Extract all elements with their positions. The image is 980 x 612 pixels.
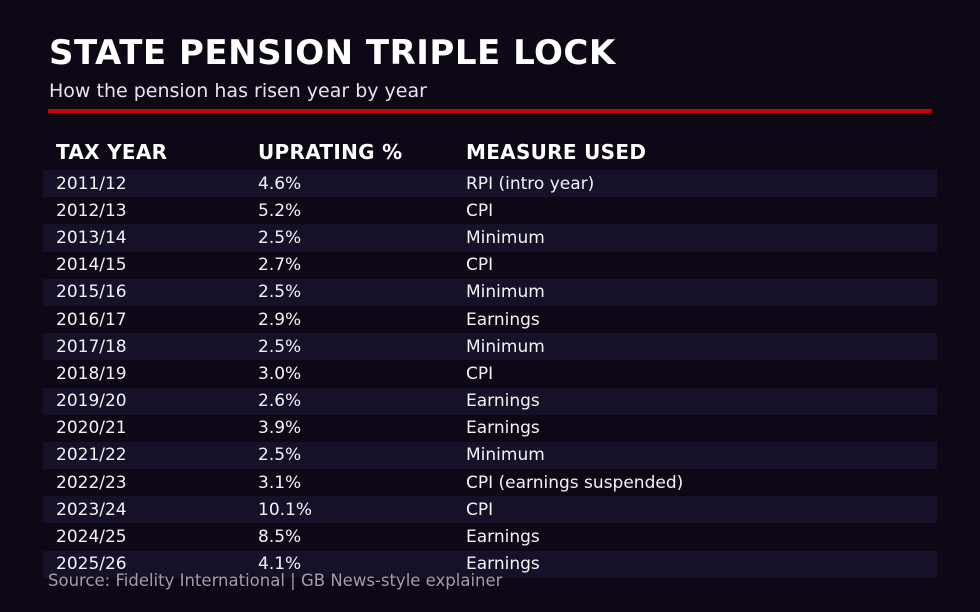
cell-tax-year: 2022/23 <box>56 472 127 493</box>
table-row: 2021/22 2.5% Minimum <box>43 441 937 470</box>
cell-tax-year: 2023/24 <box>56 499 127 520</box>
cell-measure: Minimum <box>466 445 545 466</box>
table-row: 2012/13 5.2% CPI <box>43 197 937 224</box>
cell-tax-year: 2011/12 <box>56 173 127 194</box>
cell-uprating: 2.5% <box>258 227 302 248</box>
table-body: 2011/12 4.6% RPI (intro year) 2012/13 5.2% CP… <box>43 170 937 578</box>
cell-tax-year: 2012/13 <box>56 200 127 221</box>
table-row: 2025/26 4.1% Earnings <box>43 550 937 578</box>
cell-uprating: 2.5% <box>258 445 302 466</box>
column-header-uprating: UPRATING % <box>258 140 403 164</box>
table-row: 2024/25 8.5% Earnings <box>43 523 937 550</box>
cell-measure: Minimum <box>466 336 545 357</box>
cell-uprating: 2.5% <box>258 282 302 303</box>
cell-tax-year: 2024/25 <box>56 527 127 548</box>
cell-uprating: 2.6% <box>258 391 302 412</box>
cell-uprating: 10.1% <box>258 499 313 520</box>
cell-measure: CPI <box>466 499 494 520</box>
cell-measure: CPI <box>466 255 494 276</box>
table-row: 2019/20 2.6% Earnings <box>43 387 937 415</box>
cell-uprating: 8.5% <box>258 527 302 548</box>
cell-tax-year: 2018/19 <box>56 363 127 384</box>
cell-tax-year: 2017/18 <box>56 336 127 357</box>
table-row: 2014/15 2.7% CPI <box>43 252 937 279</box>
table-row: 2020/21 3.9% Earnings <box>43 415 937 442</box>
table-header: TAX YEAR UPRATING % MEASURE USED <box>43 140 937 164</box>
column-header-measure: MEASURE USED <box>466 140 647 164</box>
table-row: 2013/14 2.5% Minimum <box>43 224 937 252</box>
cell-uprating: 3.0% <box>258 363 302 384</box>
table-row: 2015/16 2.5% Minimum <box>43 278 937 306</box>
cell-tax-year: 2013/14 <box>56 227 127 248</box>
cell-measure: Minimum <box>466 282 545 303</box>
cell-tax-year: 2014/15 <box>56 255 127 276</box>
cell-tax-year: 2020/21 <box>56 418 127 439</box>
table-row: 2023/24 10.1% CPI <box>43 496 937 524</box>
table-row: 2016/17 2.9% Earnings <box>43 306 937 333</box>
cell-measure: Minimum <box>466 227 545 248</box>
table-row: 2011/12 4.6% RPI (intro year) <box>43 170 937 198</box>
cell-uprating: 2.7% <box>258 255 302 276</box>
cell-measure: CPI <box>466 363 494 384</box>
cell-measure: Earnings <box>466 418 540 439</box>
cell-uprating: 4.1% <box>258 554 302 575</box>
table-row: 2017/18 2.5% Minimum <box>43 333 937 361</box>
cell-tax-year: 2015/16 <box>56 282 127 303</box>
cell-uprating: 4.6% <box>258 173 302 194</box>
cell-measure: CPI (earnings suspended) <box>466 472 684 493</box>
cell-tax-year: 2019/20 <box>56 391 127 412</box>
cell-uprating: 2.5% <box>258 336 302 357</box>
cell-measure: Earnings <box>466 391 540 412</box>
page-subtitle: How the pension has risen year by year <box>49 80 427 102</box>
page-title: STATE PENSION TRIPLE LOCK <box>49 33 616 73</box>
red-divider <box>48 109 932 113</box>
column-header-tax-year: TAX YEAR <box>56 140 168 164</box>
cell-tax-year: 2025/26 <box>56 554 127 575</box>
source-note: Source: Fidelity International | GB News… <box>48 571 503 590</box>
cell-uprating: 3.1% <box>258 472 302 493</box>
cell-uprating: 5.2% <box>258 200 302 221</box>
cell-measure: Earnings <box>466 554 540 575</box>
table-row: 2022/23 3.1% CPI (earnings suspended) <box>43 469 937 496</box>
cell-uprating: 3.9% <box>258 418 302 439</box>
cell-measure: Earnings <box>466 527 540 548</box>
cell-uprating: 2.9% <box>258 309 302 330</box>
cell-tax-year: 2016/17 <box>56 309 127 330</box>
cell-measure: RPI (intro year) <box>466 173 595 194</box>
cell-measure: CPI <box>466 200 494 221</box>
cell-tax-year: 2021/22 <box>56 445 127 466</box>
cell-measure: Earnings <box>466 309 540 330</box>
table-row: 2018/19 3.0% CPI <box>43 360 937 387</box>
